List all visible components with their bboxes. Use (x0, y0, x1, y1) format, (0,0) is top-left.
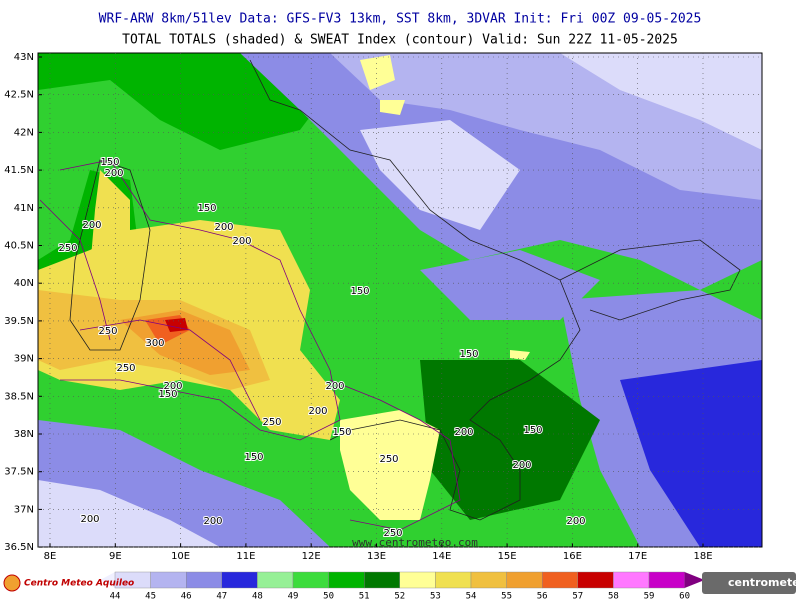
lat-tick-label: 38.5N (4, 391, 34, 402)
colorbar-right-arrow (684, 572, 705, 588)
contour-label: 200 (214, 222, 233, 233)
lon-tick-label: 14E (432, 551, 451, 562)
colorbar-label: 53 (430, 592, 441, 600)
contour-label: 200 (203, 516, 222, 527)
lat-tick-label: 36.5N (4, 542, 34, 553)
lat-tick-label: 40.5N (4, 241, 34, 252)
title-line2: TOTAL TOTALS (shaded) & SWEAT Index (con… (122, 33, 678, 48)
contour-label: 200 (163, 381, 182, 392)
contour-label: 150 (332, 427, 351, 438)
colorbar-box (470, 571, 507, 589)
contour-label: 200 (454, 427, 473, 438)
contour-label: 150 (350, 286, 369, 297)
lat-tick-label: 37.5N (4, 467, 34, 478)
colorbar-label: 58 (608, 592, 619, 600)
logo-left: Centro Meteo Aquileo (24, 579, 134, 589)
colorbar-box (185, 571, 222, 589)
colorbar-label: 45 (145, 592, 156, 600)
lon-tick-label: 8E (44, 551, 57, 562)
contour-label: 250 (383, 528, 402, 539)
colorbar-box (613, 571, 650, 589)
colorbar-label: 50 (323, 592, 334, 600)
colorbar-box (328, 571, 365, 589)
contour-label: 150 (100, 157, 119, 168)
colorbar-label: 44 (110, 592, 121, 600)
contour-label: 200 (308, 406, 327, 417)
lon-tick-label: 17E (628, 551, 647, 562)
colorbar-label: 54 (466, 592, 477, 600)
contour-label: 200 (325, 381, 344, 392)
colorbar-label: 59 (644, 592, 655, 600)
contour-label: 200 (104, 168, 123, 179)
shaded-field (38, 53, 762, 547)
lat-tick-label: 41N (14, 203, 34, 214)
contour-label: 200 (80, 514, 99, 525)
contour-label: 250 (262, 417, 281, 428)
colorbar-label: 48 (252, 592, 263, 600)
lat-tick-label: 42.5N (4, 90, 34, 101)
watermark: www.centrometeo.com (352, 536, 478, 549)
contour-label: 300 (145, 338, 164, 349)
sweat-contours (39, 159, 461, 531)
logo-left-icon (3, 574, 21, 592)
colorbar-left-arrow (100, 572, 115, 588)
colorbar-box (292, 571, 329, 589)
lat-tick-label: 41.5N (4, 165, 34, 176)
title-line1: WRF-ARW 8km/51lev Data: GFS-FV3 13km, SS… (99, 12, 702, 27)
colorbar-label: 60 (679, 592, 690, 600)
colorbar-box (506, 571, 543, 589)
map-frame (37, 52, 763, 548)
colorbar-label: 46 (181, 592, 192, 600)
contour-label: 200 (566, 516, 585, 527)
contour-label: 200 (512, 460, 531, 471)
colorbar-label: 55 (501, 592, 512, 600)
lat-tick-label: 38N (14, 429, 34, 440)
contour-label: 250 (116, 363, 135, 374)
colorbar-box (364, 571, 401, 589)
lon-tick-label: 12E (302, 551, 321, 562)
colorbar-label: 57 (572, 592, 583, 600)
contour-label: 250 (58, 243, 77, 254)
lat-tick-label: 37N (14, 504, 34, 515)
lon-tick-label: 11E (236, 551, 255, 562)
colorbar-label: 52 (394, 592, 405, 600)
contour-label: 150 (158, 389, 177, 400)
colorbar-label: 47 (216, 592, 227, 600)
contour-label: 150 (523, 425, 542, 436)
lon-tick-label: 9E (109, 551, 122, 562)
colorbar-label: 49 (288, 592, 299, 600)
lon-tick-label: 15E (498, 551, 517, 562)
colorbar-box (221, 571, 258, 589)
logo-right: centrometeo (728, 576, 800, 589)
logo-right-bg (702, 572, 796, 594)
colorbar-box (257, 571, 294, 589)
colorbar-label: 51 (359, 592, 370, 600)
contour-label: 200 (82, 220, 101, 231)
coastlines (69, 59, 741, 521)
colorbar-box (542, 571, 579, 589)
contour-label: 200 (232, 236, 251, 247)
lat-tick-label: 40N (14, 278, 34, 289)
contour-label: 150 (197, 203, 216, 214)
colorbar-box (399, 571, 436, 589)
lat-tick-label: 42N (14, 127, 34, 138)
contour-label: 250 (379, 454, 398, 465)
colorbar-box (435, 571, 472, 589)
contour-label: 150 (244, 452, 263, 463)
contour-label: 150 (459, 349, 478, 360)
lon-tick-label: 10E (171, 551, 190, 562)
lat-tick-label: 43N (14, 52, 34, 63)
colorbar-box (150, 571, 187, 589)
contour-label: 250 (98, 326, 117, 337)
lat-tick-label: 39.5N (4, 316, 34, 327)
lon-tick-label: 18E (693, 551, 712, 562)
colorbar-box (577, 571, 614, 589)
colorbar-label: 56 (537, 592, 548, 600)
lat-tick-label: 39N (14, 354, 34, 365)
lon-tick-label: 16E (563, 551, 582, 562)
lon-tick-label: 13E (367, 551, 386, 562)
colorbar-box (648, 571, 685, 589)
